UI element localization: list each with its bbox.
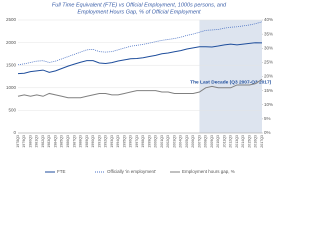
y2-tick-label: 25% bbox=[264, 60, 273, 65]
series-line bbox=[17, 21, 263, 66]
x-tick-label: 1994Q3 bbox=[116, 135, 120, 148]
chart-subtitle: Employment Hours Gap, % of Official Empl… bbox=[77, 9, 201, 15]
x-tick-label: 2002Q3 bbox=[166, 135, 170, 148]
chart-title: Full Time Equivalent (FTE) vs Official E… bbox=[52, 2, 227, 8]
series-line bbox=[17, 42, 263, 75]
x-tick-label: 2000Q3 bbox=[154, 135, 158, 148]
y-tick-label: 500 bbox=[8, 108, 16, 113]
x-tick-label: 2016Q3 bbox=[254, 135, 258, 148]
legend-label: Officially 'in employment' bbox=[107, 169, 156, 174]
x-tick-label: 1989Q3 bbox=[85, 135, 89, 148]
y2-tick-label: 5% bbox=[264, 116, 271, 121]
x-tick-label: 1988Q3 bbox=[79, 135, 83, 148]
y2-tick-label: 30% bbox=[264, 45, 273, 50]
legend-label: Employment hours gap, % bbox=[182, 169, 235, 174]
y2-tick-label: 0% bbox=[264, 130, 271, 135]
x-tick-label: 1985Q3 bbox=[60, 135, 64, 148]
x-tick-label: 1997Q3 bbox=[135, 135, 139, 148]
x-tick-label: 1980Q3 bbox=[28, 135, 32, 148]
x-tick-label: 1996Q3 bbox=[129, 135, 133, 148]
y-tick-label: 1000 bbox=[6, 85, 17, 90]
x-tick-label: 1995Q3 bbox=[122, 135, 126, 148]
y-tick-label: 2000 bbox=[6, 40, 17, 45]
page: Full Time Equivalent (FTE) vs Official E… bbox=[5, 2, 274, 175]
x-tick-label: 2007Q3 bbox=[197, 135, 201, 148]
x-tick-label: 2008Q3 bbox=[204, 135, 208, 148]
shade-region bbox=[199, 20, 262, 133]
x-tick-label: 1983Q3 bbox=[47, 135, 51, 148]
y-tick-label: 1500 bbox=[6, 62, 17, 67]
x-tick-label: 2013Q3 bbox=[235, 135, 239, 148]
x-tick-label: 1987Q3 bbox=[72, 135, 76, 148]
x-tick-label: 2003Q3 bbox=[172, 135, 176, 148]
x-tick-label: 2006Q3 bbox=[191, 135, 195, 148]
x-tick-label: 2014Q3 bbox=[241, 135, 245, 148]
x-tick-label: 1999Q3 bbox=[147, 135, 151, 148]
series-line bbox=[17, 78, 263, 99]
x-tick-label: 1979Q3 bbox=[22, 135, 26, 148]
x-tick-label: 1984Q3 bbox=[53, 135, 57, 148]
y2-tick-label: 40% bbox=[264, 17, 273, 22]
x-tick-label: 2005Q3 bbox=[185, 135, 189, 148]
x-tick-label: 1992Q3 bbox=[104, 135, 108, 148]
y2-tick-label: 10% bbox=[264, 102, 273, 107]
x-tick-label: 1986Q3 bbox=[66, 135, 70, 148]
y-tick-label: 2500 bbox=[6, 17, 17, 22]
legend-label: FTE bbox=[57, 169, 66, 174]
x-tick-label: 1998Q3 bbox=[141, 135, 145, 148]
x-tick-label: 2009Q3 bbox=[210, 135, 214, 148]
x-tick-label: 1993Q3 bbox=[110, 135, 114, 148]
chart: Full Time Equivalent (FTE) vs Official E… bbox=[6, 2, 273, 174]
x-tick-label: 2012Q3 bbox=[229, 135, 233, 148]
x-tick-label: 2004Q3 bbox=[179, 135, 183, 148]
y2-tick-label: 15% bbox=[264, 88, 273, 93]
x-tick-label: 1991Q3 bbox=[97, 135, 101, 148]
x-tick-label: 1990Q3 bbox=[91, 135, 95, 148]
y-tick-label: 0 bbox=[13, 130, 16, 135]
y2-tick-label: 35% bbox=[264, 31, 273, 36]
x-tick-label: 1978Q3 bbox=[16, 135, 20, 148]
x-tick-label: 2017Q3 bbox=[260, 135, 264, 148]
y2-tick-label: 20% bbox=[264, 74, 273, 79]
x-tick-label: 1981Q3 bbox=[35, 135, 39, 148]
x-tick-label: 2011Q3 bbox=[222, 135, 226, 148]
annotation: The Last Decade (Q3 2007-Q3 2017) bbox=[190, 79, 271, 85]
x-tick-label: 2010Q3 bbox=[216, 135, 220, 148]
x-tick-label: 2015Q3 bbox=[247, 135, 251, 148]
x-tick-label: 1982Q3 bbox=[41, 135, 45, 148]
x-tick-label: 2001Q3 bbox=[160, 135, 164, 148]
